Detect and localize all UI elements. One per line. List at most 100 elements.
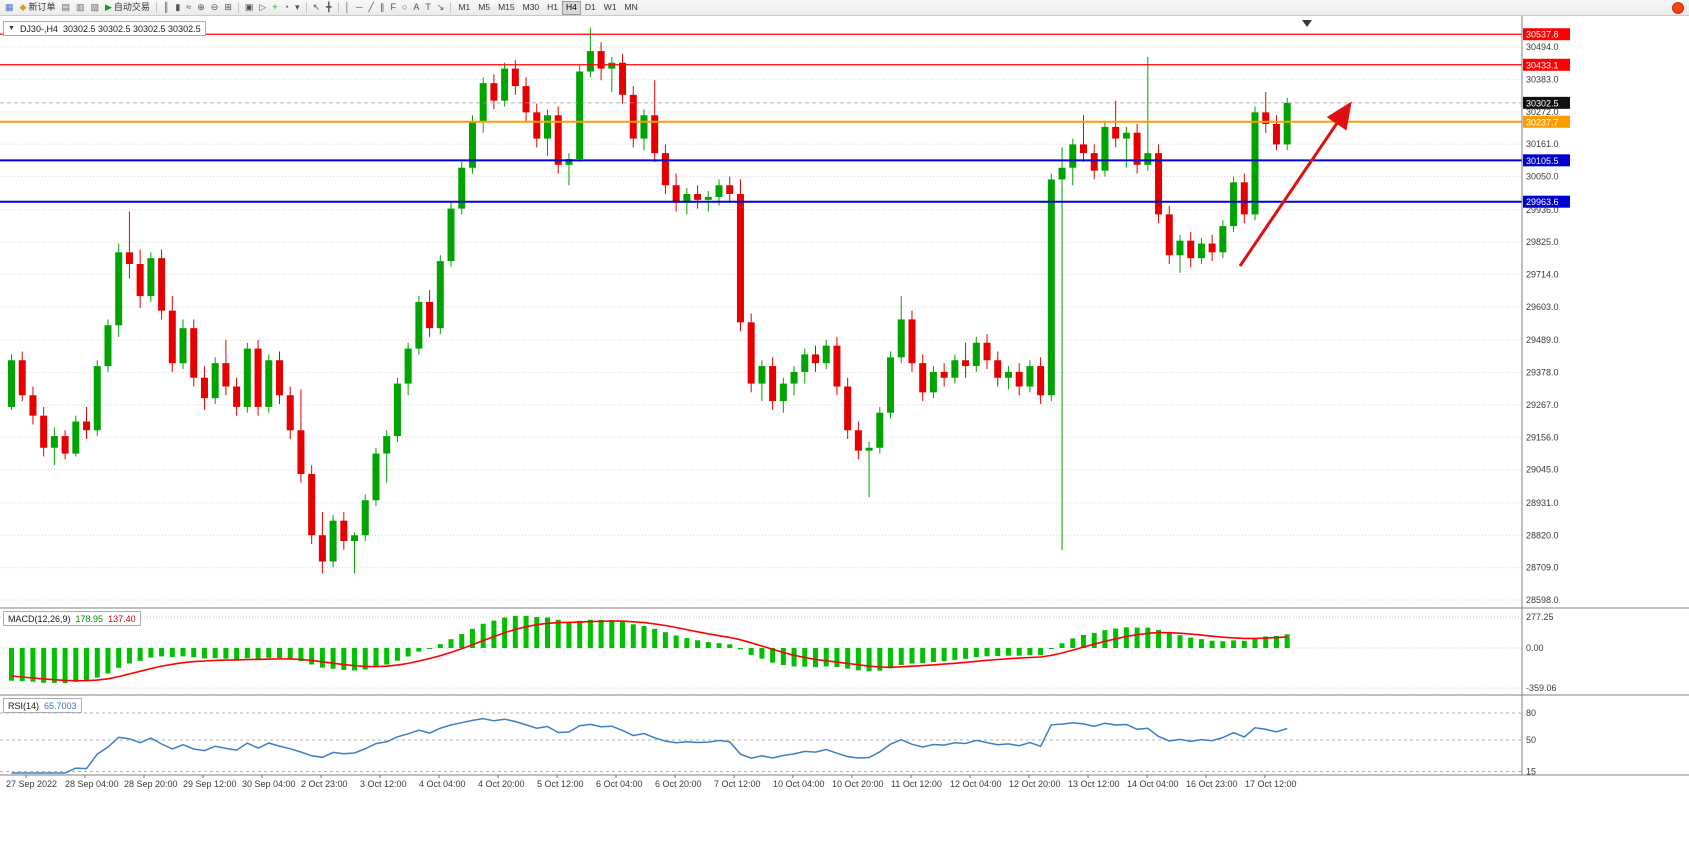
macd-histogram-bar bbox=[1198, 639, 1204, 648]
candlestick-chart-button[interactable]: ▮ bbox=[172, 1, 183, 15]
candle-body bbox=[61, 436, 69, 454]
zoom-in-button[interactable]: ⊕ bbox=[194, 1, 208, 15]
macd-axis-label: 0.00 bbox=[1526, 643, 1544, 653]
macd-histogram-bar bbox=[51, 648, 57, 683]
macd-histogram-bar bbox=[169, 648, 175, 658]
text-label-button[interactable]: T bbox=[422, 1, 434, 15]
timeframe-m15-button[interactable]: M15 bbox=[494, 1, 519, 15]
time-axis-label: 28 Sep 20:00 bbox=[124, 779, 178, 789]
macd-histogram-bar bbox=[405, 648, 411, 657]
candle-body bbox=[72, 421, 80, 454]
candle-body bbox=[361, 500, 369, 536]
new-order-button[interactable]: ◆ 新订单 bbox=[17, 1, 59, 15]
crosshair-button[interactable]: ╋ bbox=[323, 1, 334, 15]
macd-histogram-bar bbox=[459, 634, 465, 648]
cursor-button[interactable]: ↖ bbox=[310, 1, 324, 15]
charts-grid-button[interactable]: ▦ bbox=[2, 1, 17, 15]
market-watch-button[interactable]: ▥ bbox=[73, 1, 88, 15]
macd-histogram-bar bbox=[330, 648, 336, 669]
text-button[interactable]: A bbox=[410, 1, 422, 15]
timeframe-h1-button[interactable]: H1 bbox=[543, 1, 562, 15]
main-toolbar: ▦ ◆ 新订单 ▤ ▥ ▧ ▶ 自动交易 ║ ▮ ≈ ⊕ ⊖ ⊞ ▣ ▷ + ◔ ▾ ↖ ╋ │ ─ ╱ ∥ F ○ A T ↘ M1 M5 M… bbox=[0, 0, 1689, 16]
macd-histogram-bar bbox=[384, 648, 390, 665]
chevron-down-icon[interactable]: ▼ bbox=[8, 25, 15, 32]
macd-histogram-bar bbox=[362, 648, 368, 670]
price-axis-label: 29825.0 bbox=[1526, 237, 1559, 247]
templates-button[interactable]: ▾ bbox=[292, 1, 303, 15]
hline-price-label: 30237.7 bbox=[1526, 117, 1559, 127]
time-axis-label: 12 Oct 04:00 bbox=[950, 779, 1002, 789]
candle-body bbox=[393, 383, 401, 437]
rsi-value: 65.7003 bbox=[44, 700, 77, 711]
zoom-out-button[interactable]: ⊖ bbox=[208, 1, 222, 15]
trend-arrow[interactable] bbox=[1238, 101, 1352, 267]
auto-arrange-button[interactable]: ▣ bbox=[242, 1, 257, 15]
macd-histogram-bar bbox=[1038, 648, 1044, 656]
timeframe-h4-button[interactable]: H4 bbox=[562, 0, 581, 15]
timeframe-m5-button[interactable]: M5 bbox=[474, 1, 494, 15]
autotrading-label: 自动交易 bbox=[113, 2, 150, 12]
rsi-level-label: 80 bbox=[1526, 708, 1536, 718]
periods-button[interactable]: ◔ bbox=[281, 1, 292, 15]
macd-histogram-bar bbox=[1145, 627, 1151, 648]
chart-shift-button[interactable]: ▷ bbox=[256, 1, 269, 15]
tile-windows-button[interactable]: ⊞ bbox=[221, 1, 235, 15]
trendline-button[interactable]: ╱ bbox=[366, 1, 377, 15]
macd-axis-label: 277.25 bbox=[1526, 612, 1554, 622]
candle-body bbox=[897, 319, 905, 358]
vertical-line-button[interactable]: │ bbox=[342, 1, 354, 15]
candle-body bbox=[83, 421, 91, 431]
timeframe-m30-button[interactable]: M30 bbox=[519, 1, 544, 15]
fibonacci-retracement-button[interactable]: F bbox=[387, 1, 399, 15]
hline-price-box bbox=[1523, 58, 1570, 71]
timeframe-w1-button[interactable]: W1 bbox=[600, 1, 621, 15]
line-chart-button[interactable]: ≈ bbox=[183, 1, 194, 15]
new-chart-button[interactable]: + bbox=[269, 1, 280, 15]
candle-body bbox=[426, 301, 434, 329]
candle-body bbox=[286, 395, 294, 431]
price-axis-label: 29378.0 bbox=[1526, 368, 1559, 378]
horizontal-lines: 30537.8 30433.1 30237.7 30105.5 29963.6 bbox=[0, 28, 1570, 208]
autotrading-icon: ▶ bbox=[105, 2, 112, 12]
autotrading-button[interactable]: ▶ 自动交易 bbox=[102, 1, 153, 15]
equidistant-channel-button[interactable]: ∥ bbox=[377, 1, 388, 15]
chart-profiles-button[interactable]: ▤ bbox=[58, 1, 73, 15]
horizontal-line-button[interactable]: ─ bbox=[353, 1, 365, 15]
bar-chart-button[interactable]: ║ bbox=[160, 1, 172, 15]
time-axis-label: 2 Oct 23:00 bbox=[301, 779, 348, 789]
candle-body bbox=[1187, 240, 1195, 259]
timeframe-m1-button[interactable]: M1 bbox=[454, 1, 474, 15]
notification-icon[interactable] bbox=[1672, 2, 1684, 14]
macd-histogram-bar bbox=[159, 648, 165, 657]
macd-histogram-bar bbox=[394, 648, 400, 661]
data-window-button[interactable]: ▧ bbox=[87, 1, 102, 15]
hline-price-label: 30537.8 bbox=[1526, 30, 1559, 40]
candle-body bbox=[233, 386, 241, 407]
candle-body bbox=[1251, 112, 1259, 215]
crosshair-icon: ╋ bbox=[326, 2, 332, 12]
macd-histogram-bar bbox=[1263, 636, 1269, 648]
arrows-tool-button[interactable]: ↘ bbox=[434, 1, 448, 15]
macd-histogram-bar bbox=[984, 648, 990, 657]
macd-histogram-bar bbox=[877, 648, 883, 671]
price-axis-label: 29603.0 bbox=[1526, 302, 1559, 312]
candle-body bbox=[865, 447, 873, 451]
arrows-tool-icon: ↘ bbox=[436, 2, 445, 12]
price-axis-label: 29267.0 bbox=[1526, 400, 1559, 410]
macd-histogram-bar bbox=[555, 619, 561, 648]
price-axis-label: 29936.0 bbox=[1526, 205, 1559, 215]
toolbar-separator bbox=[305, 2, 307, 13]
chart-shift-marker[interactable] bbox=[1302, 20, 1312, 27]
macd-histogram-bar bbox=[630, 624, 636, 648]
candle-body bbox=[1101, 126, 1109, 171]
timeframe-d1-button[interactable]: D1 bbox=[581, 1, 600, 15]
candle-body bbox=[1176, 240, 1184, 256]
macd-signal-line bbox=[11, 620, 1288, 682]
macd-histogram-bar bbox=[662, 632, 668, 648]
time-axis: 27 Sep 2022 28 Sep 04:00 28 Sep 20:00 29 Se… bbox=[6, 775, 1297, 789]
candle-body bbox=[672, 185, 680, 203]
shapes-button[interactable]: ○ bbox=[399, 1, 410, 15]
timeframe-mn-button[interactable]: MN bbox=[621, 1, 642, 15]
candle-body bbox=[468, 121, 476, 168]
